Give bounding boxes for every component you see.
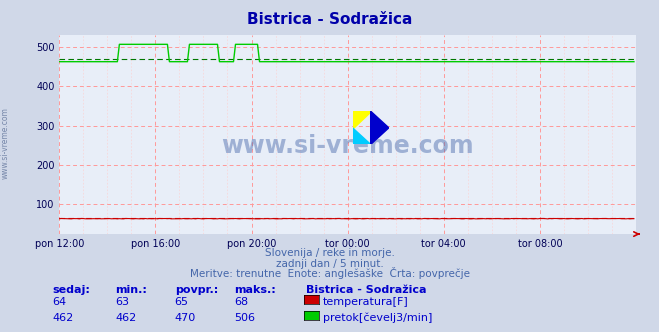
Text: Meritve: trenutne  Enote: anglešaške  Črta: povprečje: Meritve: trenutne Enote: anglešaške Črta…	[190, 267, 469, 279]
Text: www.si-vreme.com: www.si-vreme.com	[1, 107, 10, 179]
Text: maks.:: maks.:	[234, 285, 275, 295]
Text: 506: 506	[234, 313, 255, 323]
Text: www.si-vreme.com: www.si-vreme.com	[221, 134, 474, 158]
Text: 63: 63	[115, 297, 129, 307]
Text: 462: 462	[115, 313, 136, 323]
Text: Slovenija / reke in morje.: Slovenija / reke in morje.	[264, 248, 395, 258]
Text: 65: 65	[175, 297, 188, 307]
Text: temperatura[F]: temperatura[F]	[323, 297, 409, 307]
Text: 462: 462	[53, 313, 74, 323]
Text: Bistrica - Sodražica: Bistrica - Sodražica	[306, 285, 427, 295]
Text: sedaj:: sedaj:	[53, 285, 90, 295]
Text: zadnji dan / 5 minut.: zadnji dan / 5 minut.	[275, 259, 384, 269]
Text: 470: 470	[175, 313, 196, 323]
Text: 64: 64	[53, 297, 67, 307]
Polygon shape	[353, 128, 370, 144]
Text: pretok[čevelj3/min]: pretok[čevelj3/min]	[323, 312, 432, 323]
Text: povpr.:: povpr.:	[175, 285, 218, 295]
Text: 68: 68	[234, 297, 248, 307]
Text: Bistrica - Sodražica: Bistrica - Sodražica	[247, 12, 412, 27]
Text: min.:: min.:	[115, 285, 147, 295]
Polygon shape	[353, 111, 370, 128]
Polygon shape	[370, 111, 389, 144]
